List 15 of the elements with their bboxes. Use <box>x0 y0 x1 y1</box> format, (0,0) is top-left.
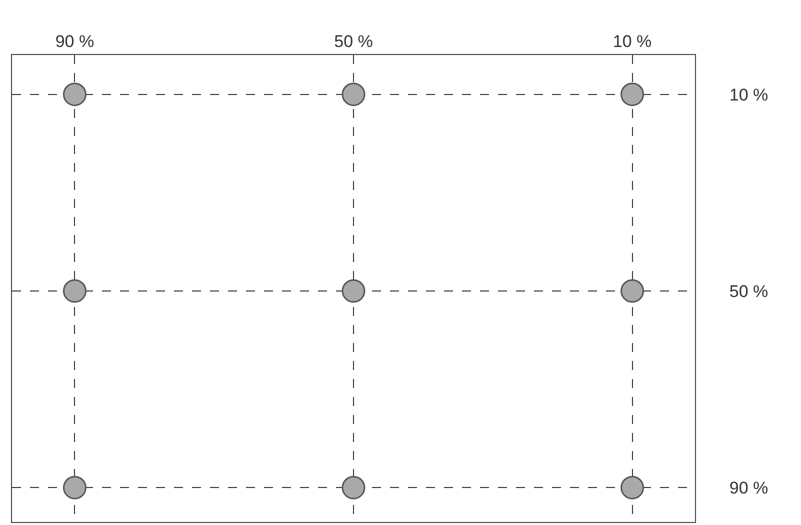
point <box>342 279 366 303</box>
point <box>620 279 644 303</box>
y-tick-label: 50 % <box>729 282 768 301</box>
point <box>342 476 366 500</box>
x-tick-label: 90 % <box>55 32 94 52</box>
point <box>620 82 644 106</box>
x-tick-label: 10 % <box>612 32 652 52</box>
point <box>62 279 86 303</box>
point <box>620 476 644 500</box>
point <box>342 82 366 106</box>
point <box>62 476 86 500</box>
y-tick-label: 90 % <box>729 478 768 498</box>
y-tick-label: 10 % <box>729 85 768 104</box>
point <box>62 82 86 106</box>
x-tick-label: 50 % <box>334 32 373 52</box>
